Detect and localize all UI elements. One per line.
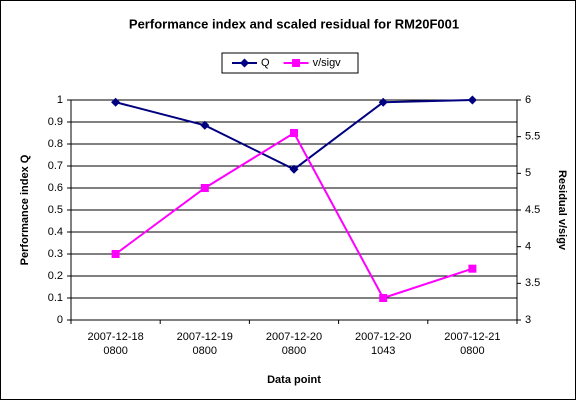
data-point: [200, 184, 209, 192]
y-tick-label: 1: [57, 94, 63, 106]
x-tick-label-line: 2007-12-21: [444, 331, 500, 343]
x-tick-label-line: 1043: [371, 345, 395, 357]
x-tick-label-line: 0800: [103, 345, 127, 357]
x-tick-label: 2007-12-18 0800: [87, 331, 143, 357]
legend-marker: [292, 59, 301, 67]
x-tick-label: 2007-12-19 0800: [177, 331, 233, 357]
x-tick-label: 2007-12-21 0800: [444, 331, 500, 357]
data-point: [378, 97, 388, 107]
y-tick-label: 0.3: [48, 248, 63, 260]
x-tick-label-line: 2007-12-18: [87, 331, 143, 343]
legend-label: v/sigv: [313, 57, 342, 69]
y-tick-label: 0.7: [48, 160, 63, 172]
x-tick-label: 2007-12-20 1043: [355, 331, 411, 357]
y2-tick-label: 3: [525, 314, 531, 326]
y2-tick-label: 3.5: [525, 277, 540, 289]
y-tick-label: 0.2: [48, 270, 63, 282]
x-tick-label-line: 0800: [460, 345, 484, 357]
y2-tick-label: 5.5: [525, 131, 540, 143]
x-tick-label: 2007-12-20 0800: [266, 331, 322, 357]
y-tick-label: 0: [57, 314, 63, 326]
data-point: [468, 264, 477, 273]
y-tick-label: 0.1: [48, 292, 63, 304]
data-point: [111, 250, 120, 258]
x-tick-label-line: 2007-12-19: [177, 331, 233, 343]
x-tick-label-line: 2007-12-20: [266, 331, 322, 343]
data-point: [467, 95, 477, 105]
legend-label: Q: [261, 57, 270, 69]
y2-tick-label: 4.5: [525, 204, 540, 216]
x-axis-title: Data point: [267, 374, 321, 386]
y-tick-label: 0.8: [48, 138, 63, 150]
y-axis-title: Performance index Q: [19, 154, 31, 265]
data-point: [289, 164, 299, 174]
data-point: [200, 120, 210, 130]
y2-tick-label: 6: [525, 94, 531, 106]
data-point: [290, 129, 298, 137]
y-tick-label: 0.5: [48, 204, 63, 216]
y2-tick-label: 4: [525, 241, 531, 253]
x-tick-label-line: 2007-12-20: [355, 331, 411, 343]
data-point: [379, 294, 388, 302]
y-tick-label: 0.4: [48, 226, 63, 238]
y-tick-label: 0.9: [48, 116, 63, 128]
data-point: [111, 97, 121, 107]
y-tick-label: 0.6: [48, 182, 63, 194]
x-tick-label-line: 0800: [282, 345, 306, 357]
x-tick-label-line: 0800: [193, 345, 217, 357]
chart-title: Performance index and scaled residual fo…: [129, 16, 459, 31]
legend-marker: [240, 58, 249, 68]
y2-tick-label: 5: [525, 167, 531, 179]
y2-axis-title: Residual v/sigv: [556, 170, 568, 251]
